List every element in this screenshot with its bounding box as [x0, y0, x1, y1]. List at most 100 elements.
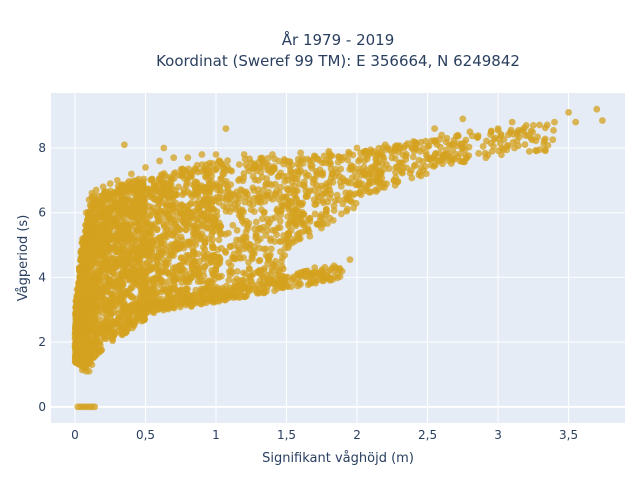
scatter-point [169, 206, 177, 213]
scatter-point [235, 249, 243, 257]
data-point [565, 109, 572, 116]
scatter-point [109, 255, 117, 263]
scatter-point [167, 181, 175, 188]
scatter-point [351, 168, 359, 176]
scatter-point [285, 222, 293, 230]
scatter-point [147, 176, 155, 184]
scatter-point [131, 248, 139, 256]
scatter-point [80, 338, 88, 346]
data-point [297, 269, 305, 276]
scatter-point [230, 255, 238, 263]
scatter-point [252, 218, 260, 226]
scatter-point [349, 151, 357, 159]
scatter-point [201, 183, 209, 191]
scatter-point [86, 308, 94, 315]
scatter-point [118, 228, 126, 236]
scatter-point [163, 221, 171, 229]
data-point [198, 199, 206, 207]
scatter-point [244, 164, 252, 172]
data-point [135, 312, 142, 320]
scatter-point [168, 175, 176, 183]
scatter-point [522, 132, 529, 139]
scatter-point [527, 127, 535, 135]
scatter-point [148, 237, 156, 245]
scatter-point [351, 190, 359, 198]
data-point [325, 274, 333, 281]
data-point [311, 264, 319, 272]
scatter-point [159, 286, 167, 294]
scatter-point [212, 261, 220, 269]
data-point [92, 280, 100, 288]
scatter-point [203, 203, 211, 211]
scatter-point [194, 192, 202, 200]
scatter-point [249, 173, 257, 180]
scatter-point [402, 142, 409, 149]
scatter-point [306, 214, 314, 222]
data-point [269, 151, 276, 158]
scatter-point [106, 247, 113, 254]
data-point [318, 267, 326, 275]
data-point [111, 329, 118, 336]
scatter-point [99, 207, 106, 215]
scatter-point [304, 155, 311, 163]
data-point [459, 115, 467, 123]
scatter-point [518, 126, 526, 134]
scatter-point [112, 302, 120, 310]
data-point [74, 354, 82, 362]
scatter-point [119, 272, 127, 280]
data-point [85, 367, 93, 375]
scatter-point [216, 223, 224, 231]
data-point [184, 154, 192, 162]
scatter-point [223, 163, 231, 171]
scatter-point [490, 136, 498, 143]
scatter-point [258, 206, 265, 214]
scatter-point [97, 293, 104, 301]
scatter-point [187, 199, 195, 207]
scatter-point [180, 186, 188, 194]
scatter-point [261, 197, 269, 205]
scatter-point [262, 180, 270, 188]
scatter-point [347, 197, 354, 205]
scatter-point [222, 207, 230, 215]
data-point [353, 144, 361, 152]
scatter-point [145, 245, 153, 253]
scatter-point [143, 285, 151, 293]
data-point [572, 118, 580, 126]
scatter-point [311, 152, 319, 160]
scatter-point [329, 170, 337, 177]
scatter-point [89, 291, 97, 298]
scatter-point [481, 149, 489, 157]
scatter-point [191, 258, 199, 265]
scatter-point [442, 138, 450, 146]
scatter-point [235, 161, 243, 168]
scatter-point [81, 333, 89, 341]
scatter-point [355, 157, 362, 165]
scatter-point [473, 134, 481, 141]
scatter-point [203, 161, 210, 169]
data-point [88, 361, 96, 369]
scatter-point [259, 186, 267, 194]
scatter-point [107, 290, 115, 298]
scatter-point [213, 208, 221, 215]
data-point [92, 186, 100, 194]
data-points [71, 105, 606, 411]
scatter-point [338, 267, 346, 275]
data-point [74, 309, 82, 317]
scatter-point [296, 279, 303, 286]
scatter-point [144, 185, 152, 193]
scatter-point [406, 169, 414, 177]
scatter-point [275, 208, 282, 216]
x-tick-label: 2 [353, 428, 361, 442]
scatter-point [220, 287, 228, 295]
scatter-point [185, 220, 193, 227]
scatter-point [137, 250, 145, 258]
scatter-point [245, 265, 253, 273]
scatter-point [369, 163, 376, 171]
scatter-point [264, 260, 271, 268]
scatter-point [378, 151, 386, 158]
scatter-point [171, 282, 178, 290]
scatter-point [136, 243, 144, 251]
scatter-point [276, 217, 284, 225]
scatter-point [205, 167, 213, 174]
